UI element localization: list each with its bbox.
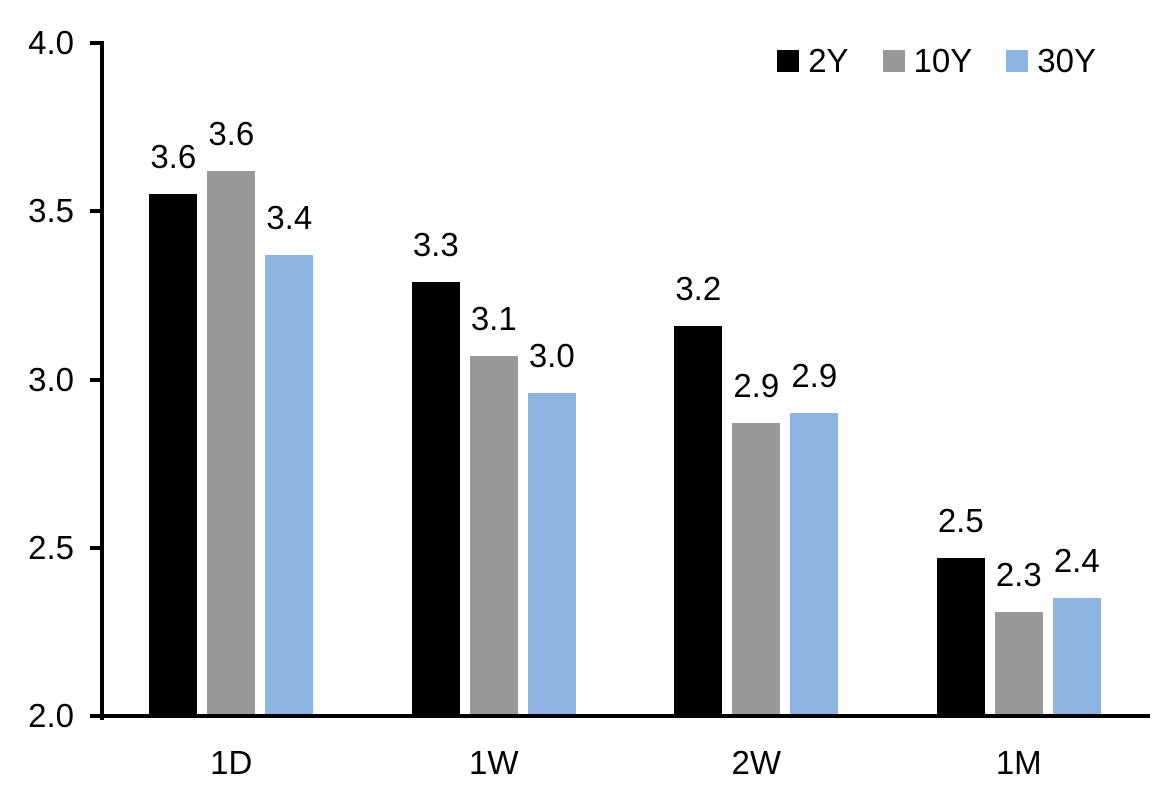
y-axis: 4.0 3.5 3.0 2.5 2.0 <box>0 0 110 795</box>
y-tick <box>90 545 104 550</box>
legend-label: 10Y <box>913 42 973 79</box>
bar-value-label: 3.6 <box>208 114 255 152</box>
legend: 2Y 10Y 30Y <box>777 44 1096 77</box>
x-axis-line <box>100 714 1150 718</box>
y-tick-label: 4.0 <box>28 24 74 61</box>
bar-30y-1d <box>265 254 314 716</box>
bar-value-label: 3.4 <box>266 199 313 236</box>
legend-label: 30Y <box>1037 42 1096 79</box>
bar-value-label: 3.1 <box>470 299 517 337</box>
bar-value-label: 2.3 <box>995 555 1042 593</box>
y-tick-label: 3.5 <box>28 192 74 230</box>
y-tick-label: 3.0 <box>28 360 74 398</box>
y-tick <box>90 209 104 214</box>
y-tick <box>90 41 104 45</box>
x-axis-label-1m: 1M <box>995 744 1042 781</box>
legend-marker-icon <box>1006 49 1029 72</box>
bar-30y-2w <box>790 413 839 716</box>
legend-item-2y: 2Y <box>777 42 849 79</box>
bar-30y-1m <box>1052 598 1101 716</box>
x-axis-label-1d: 1D <box>210 744 253 781</box>
x-axis-label-1w: 1W <box>469 744 519 781</box>
legend-item-30y: 30Y <box>1006 44 1096 77</box>
legend-marker-icon <box>882 49 905 72</box>
x-axis-label-2w: 2W <box>731 744 782 781</box>
bar-2y-1m <box>936 557 985 716</box>
bar-10y-1w <box>469 355 518 716</box>
y-tick-label: 2.0 <box>28 697 74 734</box>
bar-2y-1w <box>411 281 460 716</box>
bar-value-label: 3.3 <box>412 225 459 263</box>
bar-value-label: 2.5 <box>937 501 984 539</box>
bar-2y-2w <box>674 325 723 716</box>
y-tick-label: 2.5 <box>28 528 74 566</box>
bar-10y-1d <box>207 170 256 716</box>
bar-value-label: 2.4 <box>1053 542 1100 580</box>
bar-value-label: 3.2 <box>675 269 722 307</box>
y-tick <box>90 714 104 718</box>
bar-2y-1d <box>149 194 198 716</box>
bar-value-label: 3.6 <box>150 138 197 176</box>
bar-value-label: 3.0 <box>528 336 575 374</box>
bar-30y-1w <box>527 392 576 716</box>
y-tick <box>90 377 104 382</box>
bar-10y-2w <box>732 423 781 716</box>
bar-10y-1m <box>994 611 1043 716</box>
bar-value-label: 2.9 <box>791 357 838 395</box>
legend-marker-icon <box>777 49 800 72</box>
legend-label: 2Y <box>808 42 849 79</box>
bar-value-label: 2.9 <box>733 367 780 405</box>
legend-item-10y: 10Y <box>882 42 973 79</box>
